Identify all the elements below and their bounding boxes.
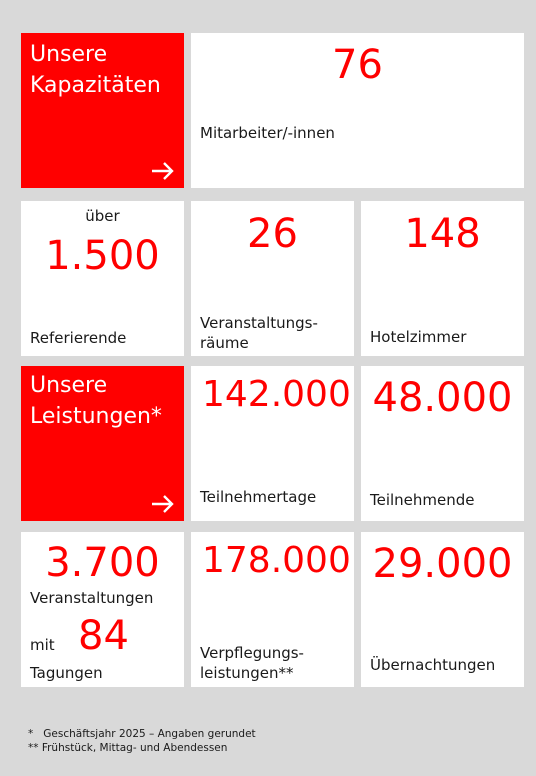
overnight-tile: 29.000 Übernachtungen (361, 532, 524, 687)
hotel-label: Hotelzimmer (370, 328, 467, 346)
capacities-title-line1: Unsere (30, 42, 108, 67)
events-with: mit (30, 636, 55, 654)
catering-value: 178.000 (202, 540, 351, 581)
events-label: Veranstaltungen (30, 589, 154, 607)
speakers-value: 1.500 (45, 233, 160, 279)
catering-label: Verpflegungs- leistungen** (200, 643, 304, 683)
rooms-label: Veranstaltungs- räume (200, 313, 318, 353)
overnight-value: 29.000 (372, 541, 513, 587)
participant-days-tile: 142.000 Teilnehmertage (191, 366, 354, 521)
events-value: 3.700 (45, 540, 160, 586)
footnote-meals: ** Frühstück, Mittag- und Abendessen (28, 742, 228, 754)
participant-days-value: 142.000 (202, 374, 351, 415)
services-title-line2: Leistungen* (30, 404, 162, 429)
catering-tile: 178.000 Verpflegungs- leistungen** (191, 532, 354, 687)
hotel-value: 148 (404, 211, 481, 257)
conferences-value: 84 (78, 613, 129, 659)
participants-tile: 48.000 Teilnehmende (361, 366, 524, 521)
services-header-tile[interactable]: Unsere Leistungen* (21, 366, 184, 521)
events-tile: 3.700 Veranstaltungen mit 84 Tagungen (21, 532, 184, 687)
rooms-value: 26 (247, 211, 298, 257)
services-title-line1: Unsere (30, 373, 108, 398)
rooms-label-line1: Veranstaltungs- (200, 314, 318, 332)
speakers-tile: über 1.500 Referierende (21, 201, 184, 356)
hotel-tile: 148 Hotelzimmer (361, 201, 524, 356)
speakers-prefix: über (85, 207, 120, 225)
footnote-fiscal-year: * Geschäftsjahr 2025 – Angaben gerundet (28, 728, 256, 740)
speakers-label: Referierende (30, 329, 127, 347)
services-title: Unsere Leistungen* (30, 370, 162, 432)
capacities-header-tile[interactable]: Unsere Kapazitäten (21, 33, 184, 188)
catering-label-line2: leistungen** (200, 664, 294, 682)
rooms-label-line2: räume (200, 334, 249, 352)
participants-value: 48.000 (372, 375, 513, 421)
capacities-title-line2: Kapazitäten (30, 73, 161, 98)
participant-days-label: Teilnehmertage (200, 488, 317, 506)
participants-label: Teilnehmende (370, 491, 475, 509)
conferences-label: Tagungen (30, 664, 103, 682)
catering-label-line1: Verpflegungs- (200, 644, 304, 662)
staff-label: Mitarbeiter/-innen (200, 124, 335, 142)
arrow-right-icon[interactable] (151, 494, 175, 514)
staff-tile: 76 Mitarbeiter/-innen (191, 33, 524, 188)
staff-value: 76 (332, 42, 383, 88)
capacities-title: Unsere Kapazitäten (30, 39, 161, 101)
overnight-label: Übernachtungen (370, 656, 496, 674)
arrow-right-icon[interactable] (151, 161, 175, 181)
rooms-tile: 26 Veranstaltungs- räume (191, 201, 354, 356)
